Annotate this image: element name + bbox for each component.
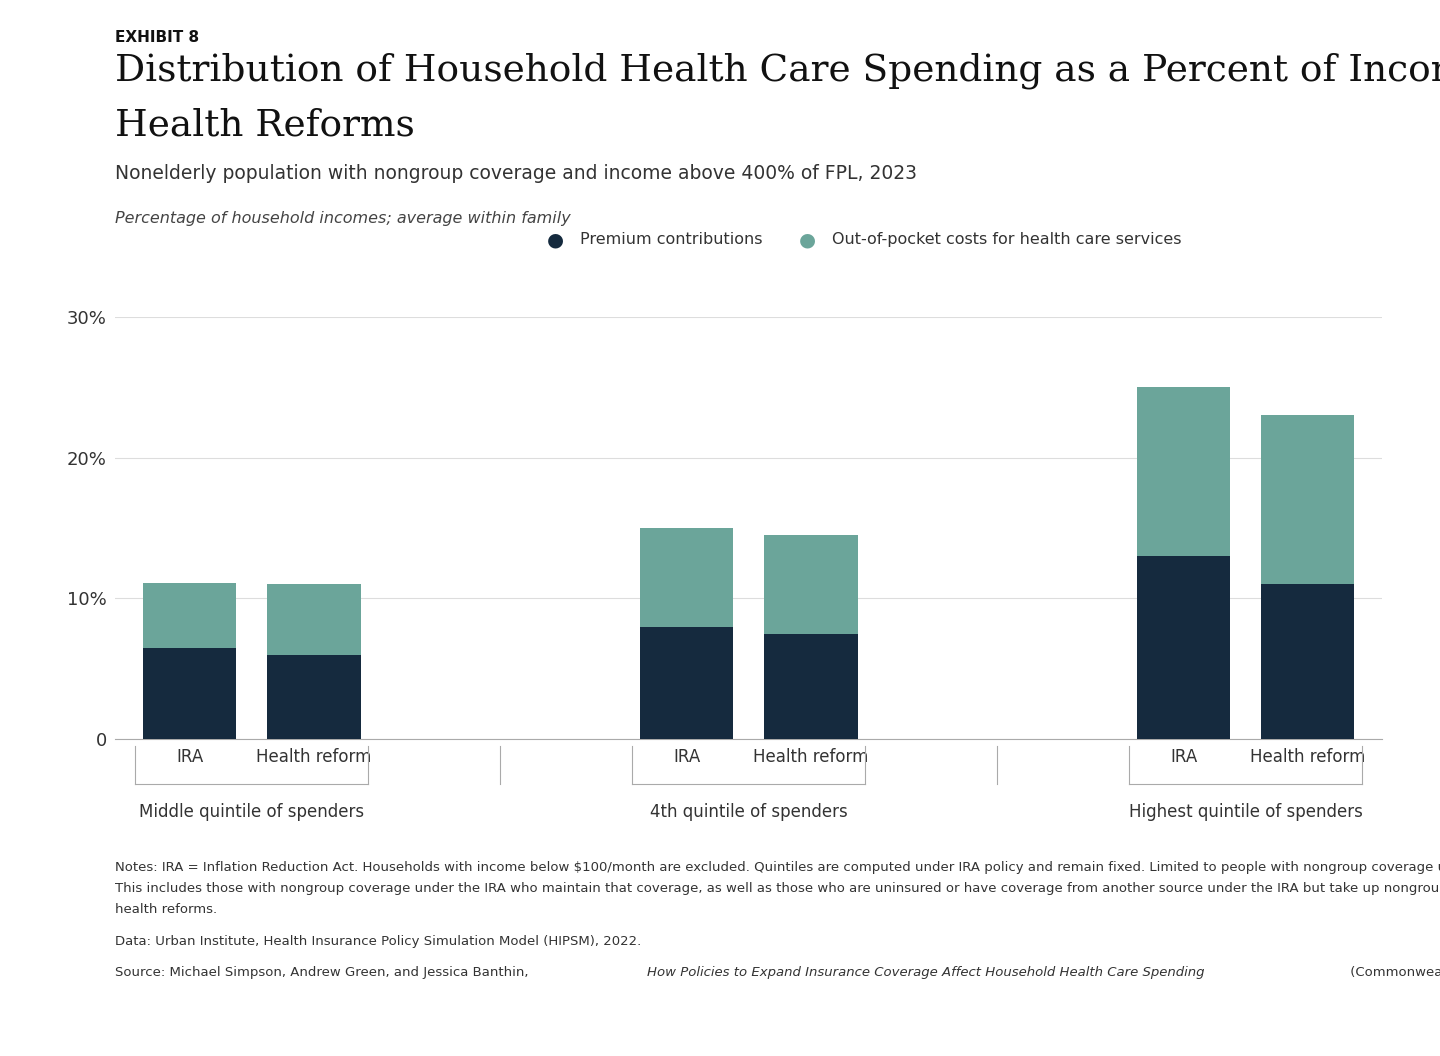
Text: Percentage of household incomes; average within family: Percentage of household incomes; average… bbox=[115, 211, 570, 226]
Bar bbox=[1261, 584, 1355, 739]
Text: ●: ● bbox=[799, 230, 816, 249]
Text: Data: Urban Institute, Health Insurance Policy Simulation Model (HIPSM), 2022.: Data: Urban Institute, Health Insurance … bbox=[115, 935, 641, 947]
Text: Highest quintile of spenders: Highest quintile of spenders bbox=[1129, 803, 1362, 821]
Bar bbox=[1138, 388, 1230, 557]
Bar bbox=[268, 584, 360, 655]
Text: EXHIBIT 8: EXHIBIT 8 bbox=[115, 30, 199, 44]
Bar bbox=[641, 626, 733, 739]
Bar bbox=[143, 647, 236, 739]
Bar bbox=[765, 535, 857, 634]
Text: Middle quintile of spenders: Middle quintile of spenders bbox=[140, 803, 364, 821]
Bar bbox=[268, 655, 360, 739]
Text: Distribution of Household Health Care Spending as a Percent of Income Under IRA : Distribution of Household Health Care Sp… bbox=[115, 53, 1440, 90]
Bar bbox=[641, 528, 733, 626]
Text: How Policies to Expand Insurance Coverage Affect Household Health Care Spending: How Policies to Expand Insurance Coverag… bbox=[647, 966, 1204, 979]
Bar bbox=[1261, 415, 1355, 584]
Text: 4th quintile of spenders: 4th quintile of spenders bbox=[649, 803, 848, 821]
Text: This includes those with nongroup coverage under the IRA who maintain that cover: This includes those with nongroup covera… bbox=[115, 882, 1440, 894]
Text: Source: Michael Simpson, Andrew Green, and Jessica Banthin,: Source: Michael Simpson, Andrew Green, a… bbox=[115, 966, 533, 979]
Text: Nonelderly population with nongroup coverage and income above 400% of FPL, 2023: Nonelderly population with nongroup cove… bbox=[115, 164, 917, 183]
Text: Premium contributions: Premium contributions bbox=[580, 232, 763, 247]
Text: Health Reforms: Health Reforms bbox=[115, 108, 415, 144]
Text: Out-of-pocket costs for health care services: Out-of-pocket costs for health care serv… bbox=[832, 232, 1182, 247]
Bar bbox=[1138, 557, 1230, 739]
Text: health reforms.: health reforms. bbox=[115, 903, 217, 916]
Text: Notes: IRA = Inflation Reduction Act. Households with income below $100/month ar: Notes: IRA = Inflation Reduction Act. Ho… bbox=[115, 861, 1440, 873]
Bar bbox=[143, 583, 236, 647]
Bar bbox=[765, 634, 857, 739]
Text: (Commonwealth Fund, Jan. 2023).: (Commonwealth Fund, Jan. 2023). bbox=[1346, 966, 1440, 979]
Text: ●: ● bbox=[547, 230, 564, 249]
